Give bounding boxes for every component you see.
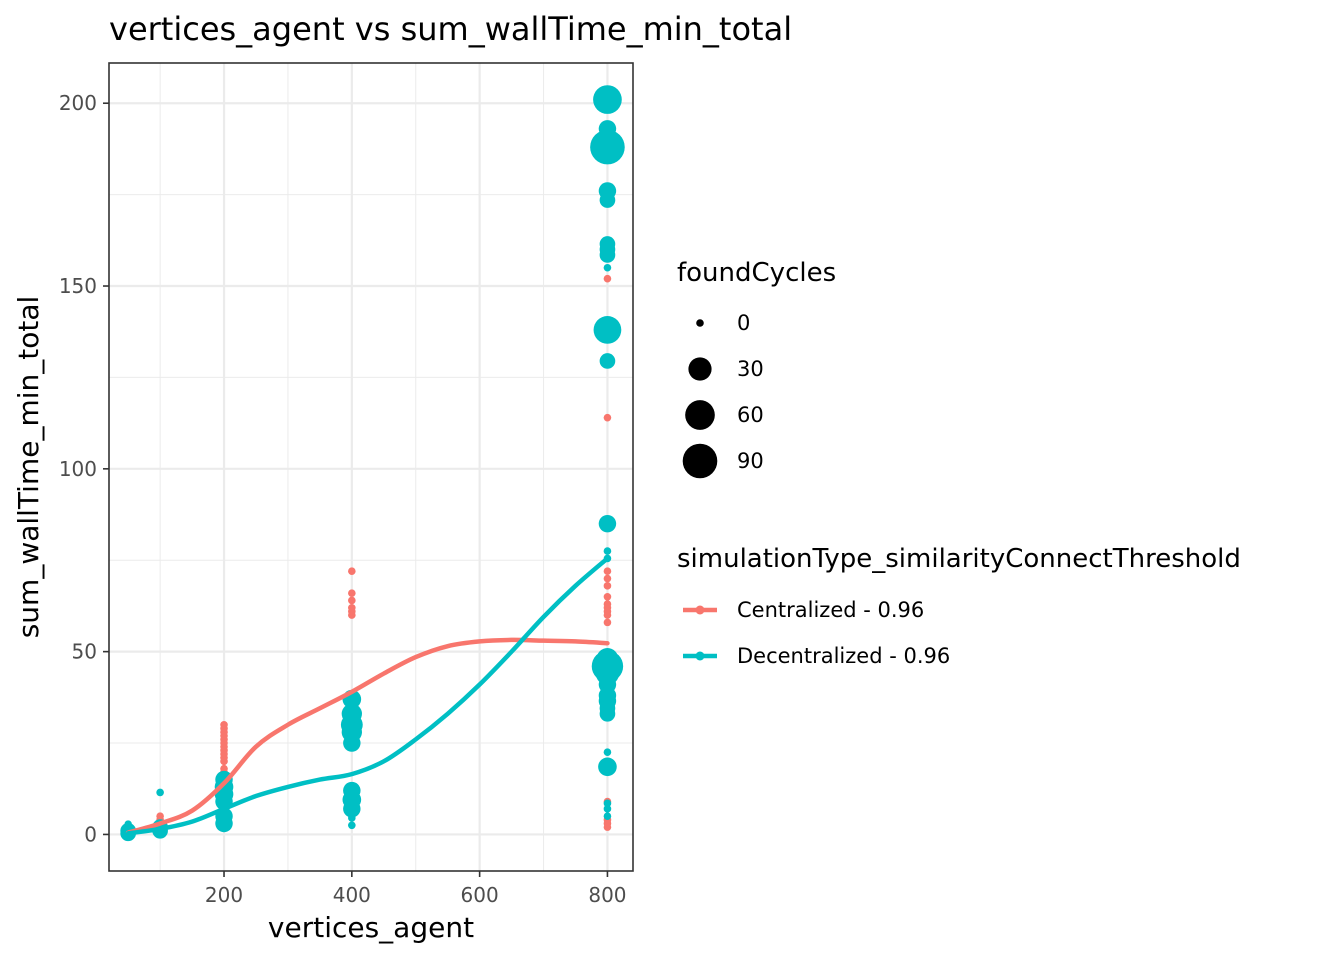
color-legend-dot [695, 605, 705, 615]
size-legend-label: 30 [737, 357, 764, 381]
data-point [124, 820, 132, 829]
size-legend-label: 0 [737, 311, 750, 335]
data-point [603, 805, 612, 813]
data-point [343, 781, 361, 800]
smooth-line [125, 556, 610, 836]
data-point [156, 812, 164, 820]
color-legend: simulationType_similarityConnectThreshol… [677, 544, 1241, 668]
y-tick-label: 100 [59, 457, 97, 481]
data-point [603, 611, 612, 619]
size-legend-label: 60 [737, 403, 764, 427]
data-point [603, 547, 612, 555]
data-point [215, 814, 233, 833]
size-legend-key [688, 357, 712, 381]
x-tick-label: 600 [461, 883, 499, 907]
smooth-lines [125, 556, 610, 836]
y-tick-label: 0 [84, 822, 97, 846]
data-point [599, 247, 616, 263]
data-point [348, 589, 356, 597]
data-point [343, 734, 361, 752]
y-axis-title: sum_wallTime_min_total [12, 296, 45, 639]
x-axis: 200 400 600 800 [205, 871, 627, 907]
data-point [348, 814, 356, 822]
data-point [603, 574, 612, 583]
data-point [599, 705, 616, 722]
data-point [598, 514, 617, 533]
x-tick-label: 800 [588, 883, 626, 907]
data-point [156, 788, 164, 797]
data-point [603, 567, 612, 575]
data-point [603, 274, 612, 283]
data-point [341, 703, 362, 724]
data-point [603, 812, 612, 820]
data-point [603, 263, 612, 272]
data-point [348, 821, 356, 830]
data-point [220, 757, 228, 766]
plot-panel [108, 62, 634, 872]
smooth-line [125, 637, 610, 835]
data-point [598, 120, 617, 138]
data-point [603, 748, 612, 756]
y-tick-label: 200 [59, 91, 97, 115]
size-legend-key [685, 400, 715, 430]
x-tick-label: 200 [205, 883, 243, 907]
data-point [348, 596, 356, 605]
chart-title: vertices_agent vs sum_wallTime_min_total [109, 10, 792, 48]
color-legend-title: simulationType_similarityConnectThreshol… [677, 544, 1241, 574]
data-point [593, 316, 622, 344]
data-point [603, 799, 612, 808]
size-legend-label: 90 [737, 449, 764, 473]
data-point [596, 648, 619, 670]
data-point [599, 353, 616, 369]
data-point [603, 618, 612, 627]
size-legend-title: foundCycles [677, 258, 836, 288]
plot-border [108, 62, 634, 872]
data-point [603, 592, 612, 601]
data-point [603, 823, 612, 831]
x-tick-label: 400 [333, 883, 371, 907]
data-point [590, 129, 625, 165]
data-point [599, 192, 616, 208]
size-legend-key [682, 443, 718, 479]
data-point [348, 611, 356, 619]
y-axis: 0 50 100 150 200 [59, 91, 109, 846]
data-point [348, 567, 356, 575]
data-point [603, 413, 612, 422]
x-axis-title: vertices_agent [268, 911, 474, 944]
y-tick-label: 50 [72, 640, 97, 664]
y-tick-label: 150 [59, 274, 97, 298]
data-point [603, 582, 612, 590]
data-point [593, 85, 622, 114]
color-legend-label: Centralized - 0.96 [737, 598, 924, 622]
color-legend-label: Decentralized - 0.96 [737, 644, 950, 668]
size-legend-key [696, 319, 704, 327]
plot-background [109, 63, 633, 871]
color-legend-dot [695, 651, 705, 661]
data-point [598, 757, 617, 777]
size-legend: foundCycles 0 30 60 90 [677, 258, 836, 479]
data-point [343, 800, 361, 818]
